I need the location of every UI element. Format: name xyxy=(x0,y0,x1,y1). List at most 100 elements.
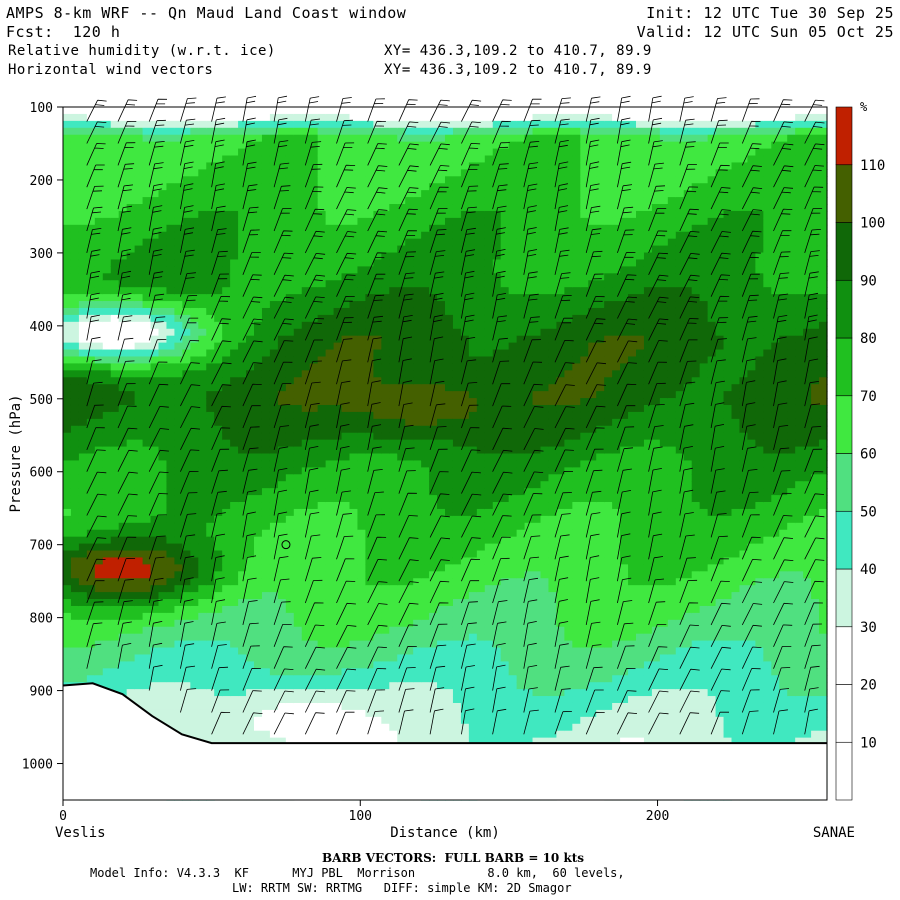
rh-cell xyxy=(309,682,319,690)
rh-cell xyxy=(365,619,374,628)
rh-cell xyxy=(102,377,112,385)
rh-cell xyxy=(94,398,104,406)
rh-cell xyxy=(198,314,207,323)
rh-cell xyxy=(230,301,239,309)
rh-cell xyxy=(437,384,446,392)
rh-cell xyxy=(254,612,263,621)
rh-cell xyxy=(317,418,327,427)
rh-cell xyxy=(230,654,239,662)
rh-cell xyxy=(325,391,335,399)
rh-cell xyxy=(333,217,343,226)
rh-cell xyxy=(222,425,231,434)
rh-cell xyxy=(142,349,152,358)
rh-cell xyxy=(230,245,239,254)
rh-cell xyxy=(277,529,287,538)
rh-cell xyxy=(309,557,319,565)
rh-cell xyxy=(397,619,406,628)
rh-cell xyxy=(389,197,398,205)
rh-cell xyxy=(389,107,398,115)
rh-cell xyxy=(421,363,430,371)
rh-cell xyxy=(86,176,96,184)
rh-cell xyxy=(190,702,199,711)
rh-cell xyxy=(182,384,191,392)
rh-cell xyxy=(261,612,271,621)
rh-cell xyxy=(78,495,88,503)
rh-cell xyxy=(421,294,430,302)
rh-cell xyxy=(437,349,446,358)
rh-cell xyxy=(94,280,104,288)
rh-cell xyxy=(389,245,398,254)
rh-cell xyxy=(222,113,231,122)
rh-cell xyxy=(222,689,231,697)
rh-cell xyxy=(373,148,382,157)
rh-cell xyxy=(102,245,112,254)
rh-cell xyxy=(230,148,239,157)
rh-cell xyxy=(206,273,215,281)
rh-cell xyxy=(357,294,367,302)
rh-cell xyxy=(70,605,80,614)
rh-cell xyxy=(445,425,454,434)
rh-cell xyxy=(333,273,343,281)
rh-cell xyxy=(110,439,120,448)
rh-cell xyxy=(70,515,80,524)
rh-cell xyxy=(373,647,382,656)
rh-cell xyxy=(63,668,72,676)
rh-cell xyxy=(365,612,374,621)
rh-cell xyxy=(102,273,112,281)
rh-cell xyxy=(397,231,406,240)
rh-cell xyxy=(293,190,303,198)
rh-cell xyxy=(349,474,359,482)
rh-cell xyxy=(421,481,430,489)
rh-cell xyxy=(206,127,215,136)
rh-cell xyxy=(198,605,207,614)
rh-cell xyxy=(293,508,303,517)
rh-cell xyxy=(174,169,183,177)
rh-cell xyxy=(174,418,183,427)
rh-cell xyxy=(389,675,398,683)
rh-cell xyxy=(341,515,351,524)
rh-cell xyxy=(126,259,136,267)
rh-cell xyxy=(110,474,120,482)
rh-cell xyxy=(166,640,176,649)
rh-cell xyxy=(452,245,462,254)
rh-cell xyxy=(325,502,335,510)
rh-cell xyxy=(437,342,446,351)
rh-cell xyxy=(261,488,271,496)
rh-cell xyxy=(238,107,247,115)
rh-cell xyxy=(214,210,223,219)
rh-cell xyxy=(150,481,160,489)
rh-cell xyxy=(198,273,207,281)
rh-cell xyxy=(254,481,263,489)
rh-cell xyxy=(190,626,199,635)
rh-cell xyxy=(261,280,271,288)
rh-cell xyxy=(230,564,239,572)
rh-cell xyxy=(293,197,303,205)
rh-cell xyxy=(246,661,255,669)
rh-cell xyxy=(86,488,96,496)
rh-cell xyxy=(238,723,247,732)
rh-cell xyxy=(63,585,72,593)
rh-cell xyxy=(166,231,176,240)
rh-cell xyxy=(182,515,191,524)
rh-cell xyxy=(301,696,311,704)
rh-cell xyxy=(437,190,446,198)
rh-cell xyxy=(277,737,287,746)
rh-cell xyxy=(381,120,390,129)
rh-cell xyxy=(238,259,247,267)
rh-cell xyxy=(349,599,359,607)
rh-cell xyxy=(381,550,390,559)
valid-time: Valid: 12 UTC Sun 05 Oct 25 xyxy=(636,23,894,41)
rh-cell xyxy=(437,266,446,274)
rh-cell xyxy=(63,599,72,607)
rh-cell xyxy=(238,640,247,649)
rh-cell xyxy=(389,259,398,267)
rh-cell xyxy=(206,619,215,628)
rh-cell xyxy=(214,411,223,420)
rh-cell xyxy=(277,425,287,434)
rh-cell xyxy=(166,675,176,683)
rh-cell xyxy=(277,619,287,628)
rh-cell xyxy=(429,321,438,330)
rh-cell xyxy=(309,197,319,205)
rh-cell xyxy=(317,668,327,676)
rh-cell xyxy=(317,460,327,468)
